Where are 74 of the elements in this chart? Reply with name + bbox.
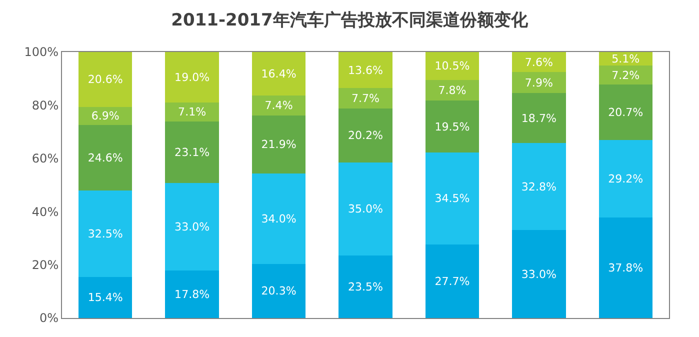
bar (252, 96, 306, 116)
bar (165, 102, 219, 122)
bar (598, 217, 653, 318)
bar (338, 88, 392, 109)
bar (425, 52, 480, 80)
data-label: 27.7% (434, 274, 470, 288)
bar (252, 115, 306, 174)
data-label: 7.2% (612, 68, 640, 82)
data-label: 35.0% (348, 202, 384, 216)
data-label: 29.2% (608, 172, 644, 186)
y-tick-label: 60% (32, 152, 59, 166)
data-label: 17.8% (174, 288, 210, 302)
data-label: 19.5% (434, 120, 470, 134)
data-label: 18.7% (521, 112, 556, 125)
y-tick-label: 20% (32, 258, 59, 272)
data-label: 7.6% (524, 56, 553, 69)
bar (598, 84, 653, 140)
data-label: 10.5% (434, 60, 470, 73)
bar (338, 108, 392, 162)
data-label: 7.4% (264, 99, 293, 112)
data-label: 32.8% (521, 180, 556, 194)
bar (512, 52, 566, 72)
data-label: 15.4% (88, 291, 123, 304)
data-label: 20.6% (88, 73, 123, 86)
data-label: 7.8% (438, 84, 466, 97)
data-label: 32.5% (88, 228, 123, 240)
bar (78, 52, 132, 107)
data-label: 33.0% (521, 268, 556, 281)
data-label: 19.0% (174, 70, 210, 84)
bar (338, 52, 392, 88)
data-label: 16.4% (261, 67, 296, 80)
y-tick-label: 0% (40, 311, 59, 326)
data-label: 24.6% (88, 152, 123, 165)
bar (78, 190, 132, 278)
bar (252, 174, 306, 264)
bar (425, 100, 480, 153)
bar (252, 52, 306, 96)
bar (425, 152, 480, 244)
bar (338, 255, 392, 318)
bar (165, 52, 219, 103)
bar (425, 244, 480, 318)
bar (165, 270, 219, 318)
bar (512, 93, 566, 143)
bar (78, 277, 132, 318)
bar (338, 162, 392, 256)
data-label: 37.8% (608, 261, 644, 274)
data-label: 6.9% (91, 110, 120, 123)
chart-title: 2011-2017年汽车广告投放不同渠道份额变化 (171, 10, 529, 30)
bar (165, 121, 219, 183)
bar (512, 230, 566, 318)
data-label: 34.0% (261, 212, 296, 226)
bar (512, 142, 566, 230)
bar (598, 140, 653, 218)
data-label: 13.6% (348, 64, 384, 77)
bar (512, 72, 566, 94)
bar (598, 66, 653, 85)
data-label: 20.2% (348, 129, 384, 142)
data-label: 7.9% (524, 76, 553, 90)
y-tick-label: 80% (32, 98, 59, 112)
data-label: 34.5% (434, 192, 470, 206)
y-tick-label: 40% (32, 204, 59, 219)
bar (252, 264, 306, 318)
data-label: 20.7% (608, 106, 644, 119)
data-label: 23.5% (348, 280, 384, 294)
data-label: 7.1% (178, 106, 206, 119)
data-label: 7.7% (351, 92, 380, 106)
data-label: 20.3% (261, 284, 296, 298)
data-label: 21.9% (261, 138, 296, 152)
bar (165, 182, 219, 271)
data-label: 5.1% (612, 52, 640, 66)
data-label: 33.0% (174, 220, 210, 234)
y-tick-label: 100% (24, 45, 59, 60)
data-label: 23.1% (174, 146, 210, 159)
bar (78, 125, 132, 191)
